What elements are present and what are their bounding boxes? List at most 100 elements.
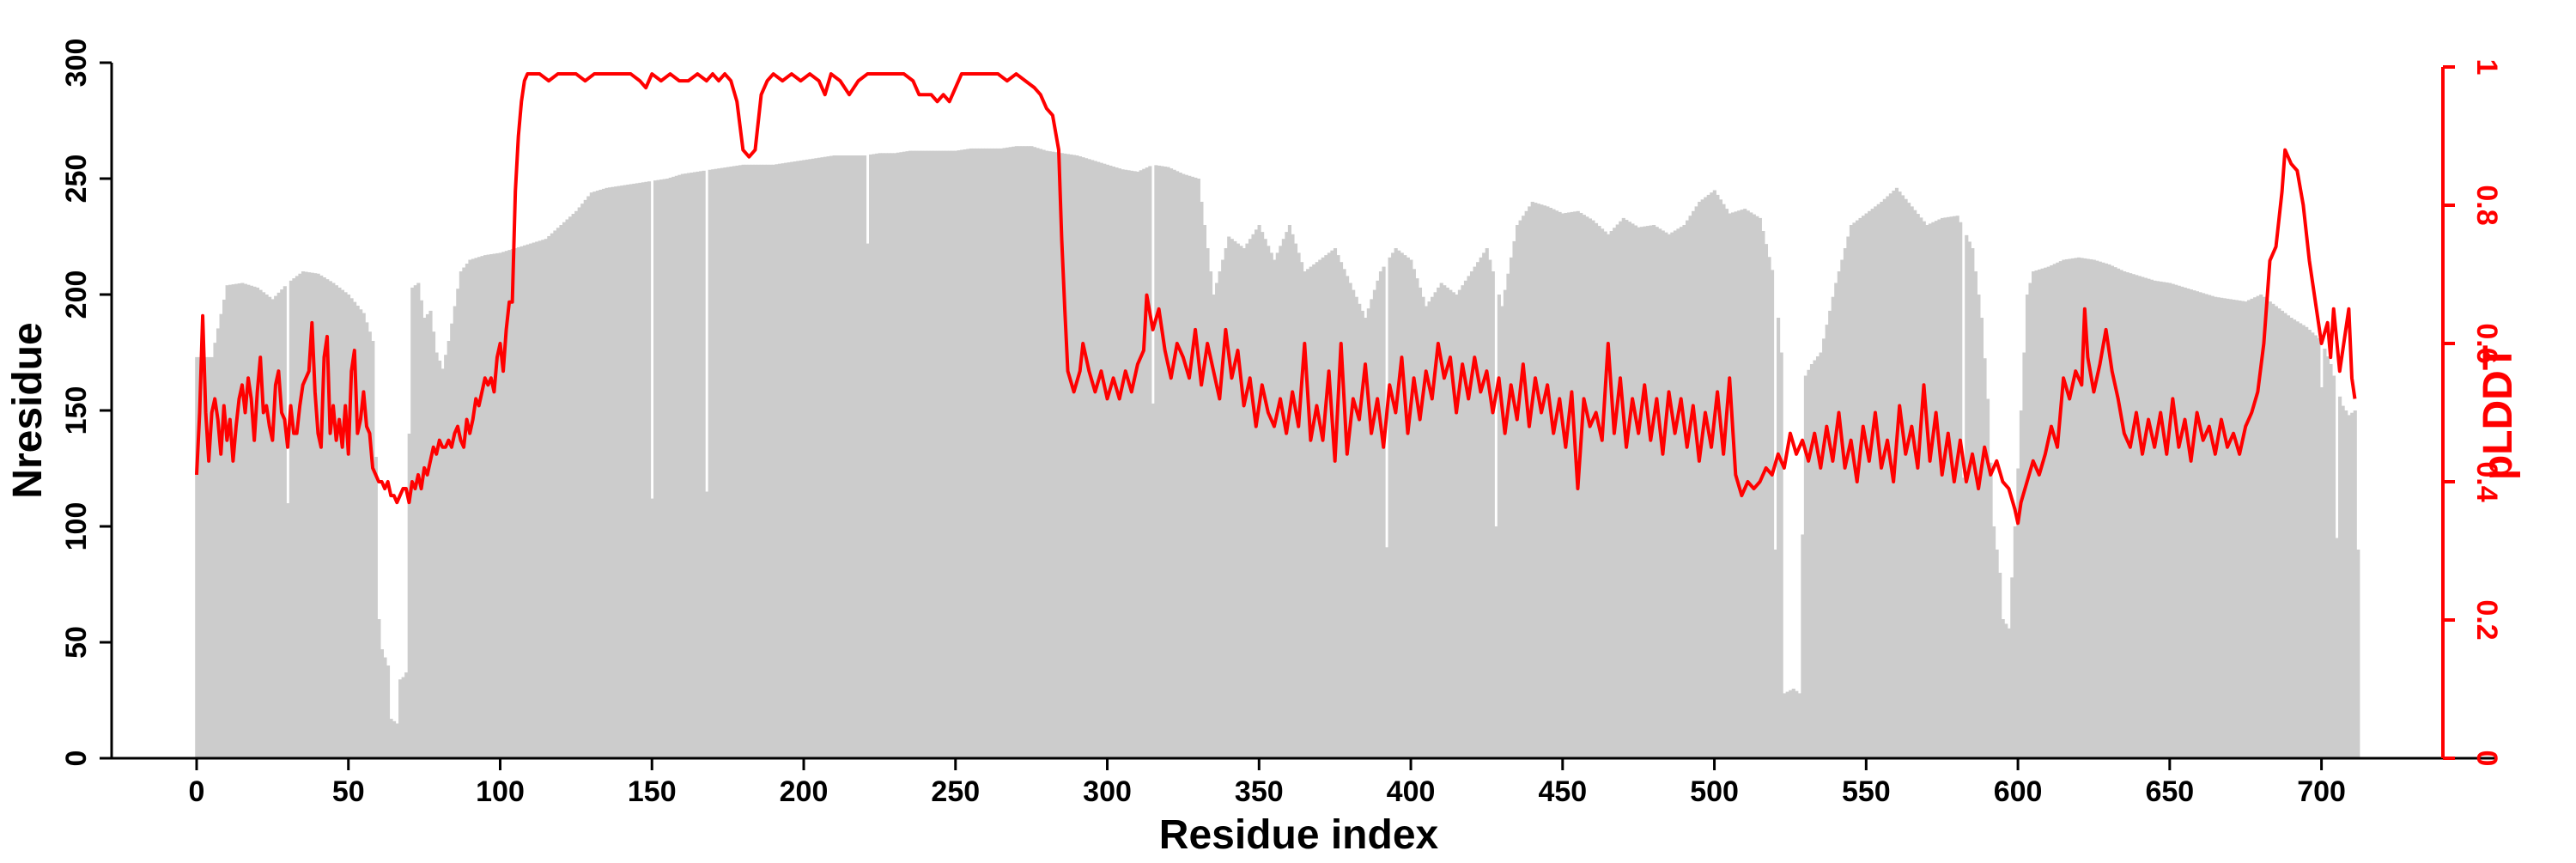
residue-bar	[2092, 259, 2096, 758]
residue-bar	[2265, 299, 2269, 758]
residue-bar	[811, 158, 815, 758]
residue-bar	[1291, 234, 1295, 758]
residue-bar	[1530, 202, 1534, 758]
residue-bar	[1030, 146, 1034, 758]
residue-bar	[1014, 146, 1018, 758]
residue-bar	[2253, 297, 2257, 758]
residue-bar	[1109, 165, 1113, 758]
residue-bar	[2143, 277, 2148, 758]
residue-bar	[519, 246, 524, 759]
residue-bar	[2044, 267, 2048, 758]
residue-bar	[2192, 290, 2196, 758]
residue-bar	[750, 164, 755, 759]
residue-bar	[1925, 225, 1929, 758]
residue-bar	[650, 498, 654, 758]
residue-bar	[826, 156, 830, 758]
residue-bar	[1324, 255, 1328, 759]
residue-bar	[1789, 690, 1793, 758]
residue-bar	[744, 164, 749, 759]
residue-bar	[1300, 262, 1304, 758]
y-left-tick-label: 250	[60, 155, 93, 204]
x-tick-label: 550	[1842, 775, 1891, 808]
residue-bar	[1667, 234, 1671, 758]
residue-bar	[1312, 264, 1316, 758]
residue-bar	[1469, 271, 1474, 758]
residue-bar	[1943, 217, 1947, 759]
residue-bar	[1273, 259, 1277, 758]
x-tick-label: 600	[1994, 775, 2043, 808]
y-right-tick-label: 0.4	[2470, 461, 2503, 501]
residue-bar	[905, 151, 909, 758]
residue-bar	[1424, 306, 1429, 758]
residue-bar	[999, 148, 1004, 758]
residue-bar	[1418, 287, 1423, 758]
residue-bar	[1791, 689, 1795, 758]
residue-bar	[996, 148, 1000, 758]
residue-bar	[2010, 577, 2014, 758]
residue-bar	[911, 150, 915, 759]
residue-bar	[823, 156, 828, 758]
residue-bar	[2162, 282, 2166, 758]
residue-bar	[957, 150, 961, 758]
residue-bar	[1971, 248, 1975, 758]
residue-bar	[349, 298, 354, 758]
residue-bar	[1233, 240, 1237, 758]
residue-bar	[939, 150, 943, 759]
residue-bar	[516, 246, 521, 758]
residue-bar	[1036, 148, 1040, 759]
residue-bar	[1032, 147, 1037, 758]
residue-bar	[447, 341, 451, 758]
residue-bar	[1828, 310, 1832, 758]
residue-bar	[1728, 213, 1732, 758]
residue-bar	[608, 187, 612, 758]
residue-bar	[450, 323, 454, 758]
residue-bar	[428, 310, 433, 758]
residue-bar	[1130, 170, 1134, 758]
residue-bar	[808, 159, 812, 758]
residue-bar	[2058, 261, 2063, 758]
residue-bar	[975, 148, 979, 758]
residue-bar	[1230, 239, 1234, 758]
residue-bar	[1018, 146, 1022, 758]
residue-bar	[240, 283, 245, 758]
residue-bar	[440, 368, 445, 758]
residue-bar	[453, 306, 457, 758]
residue-bar	[2220, 297, 2224, 758]
residue-bar	[717, 168, 721, 758]
residue-bar	[641, 182, 646, 758]
residue-bar	[1522, 216, 1526, 758]
residue-bar	[1643, 226, 1647, 758]
residue-bar	[1342, 269, 1346, 758]
residue-bar	[1151, 403, 1155, 758]
residue-bar	[1388, 257, 1392, 758]
residue-bar	[1054, 152, 1058, 759]
residue-bar	[1613, 228, 1617, 758]
residue-bar	[1212, 295, 1216, 758]
residue-bar	[683, 173, 688, 758]
residue-bar	[1619, 221, 1623, 758]
residue-bar	[1585, 216, 1589, 758]
residue-bar	[1360, 310, 1364, 758]
residue-bar	[1269, 252, 1273, 758]
residue-bar	[993, 148, 998, 758]
residue-bar	[1196, 179, 1200, 758]
residue-bar	[574, 210, 579, 759]
residue-bar	[2137, 276, 2142, 758]
residue-bar	[592, 191, 597, 758]
residue-bar	[872, 154, 876, 758]
residue-bar	[1248, 239, 1253, 758]
residue-bar	[2226, 298, 2230, 758]
residue-bar	[583, 199, 587, 759]
residue-bar	[1524, 210, 1528, 759]
residue-bar	[1297, 252, 1301, 758]
residue-bar	[1005, 147, 1010, 758]
residue-bar	[708, 169, 712, 759]
residue-bar	[1115, 167, 1119, 759]
residue-bar	[383, 657, 387, 758]
residue-bar	[841, 155, 846, 758]
residue-bar	[1655, 227, 1659, 758]
residue-bar	[2001, 619, 2005, 758]
residue-bar	[1318, 259, 1322, 758]
residue-bar	[2004, 623, 2008, 758]
residue-bar	[2301, 325, 2306, 758]
